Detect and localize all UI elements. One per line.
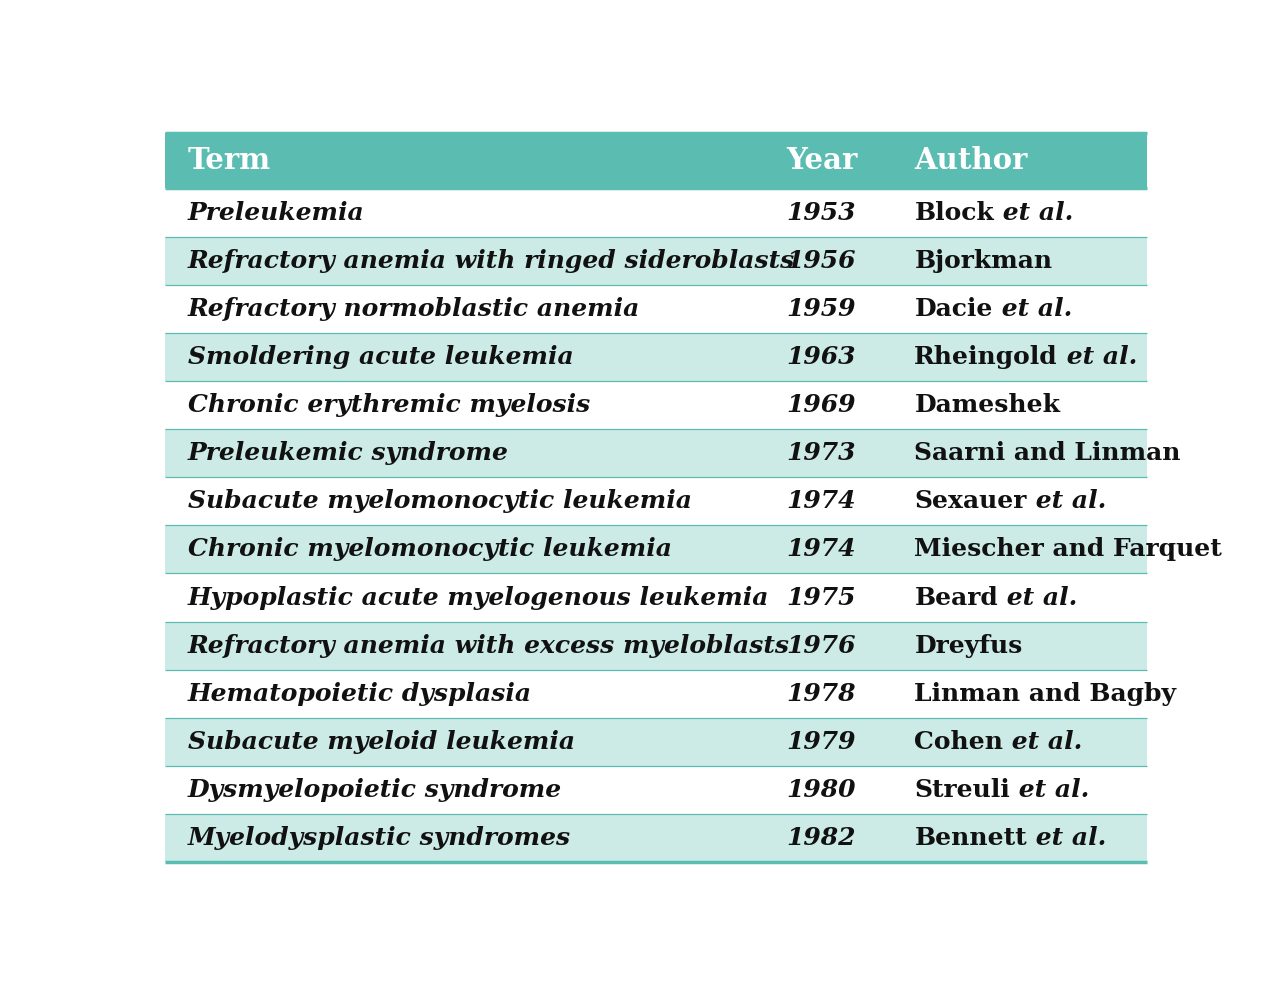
- Text: 1973: 1973: [787, 442, 856, 465]
- Bar: [165, 525, 1147, 574]
- Bar: [165, 669, 1147, 718]
- Bar: [165, 133, 1147, 188]
- Text: Dacie: Dacie: [914, 296, 993, 321]
- Text: Streuli: Streuli: [914, 778, 1010, 802]
- Text: Author: Author: [914, 146, 1028, 175]
- Text: Bennett: Bennett: [914, 827, 1027, 850]
- Text: Bennett: Bennett: [914, 827, 1027, 850]
- Text: Smoldering acute leukemia: Smoldering acute leukemia: [188, 345, 573, 369]
- Text: 1979: 1979: [787, 730, 856, 754]
- Text: Subacute myeloid leukemia: Subacute myeloid leukemia: [188, 730, 575, 754]
- Text: 1956: 1956: [787, 249, 856, 273]
- Text: 1980: 1980: [787, 778, 856, 802]
- Text: 1969: 1969: [787, 393, 856, 417]
- Text: Beard: Beard: [914, 586, 998, 610]
- Text: Dameshek: Dameshek: [914, 393, 1060, 417]
- Bar: [165, 333, 1147, 381]
- Text: 1963: 1963: [787, 345, 856, 369]
- Bar: [165, 766, 1147, 814]
- Bar: [165, 381, 1147, 429]
- Text: Linman and Bagby: Linman and Bagby: [914, 681, 1176, 706]
- Text: et al.: et al.: [993, 296, 1073, 321]
- Bar: [165, 284, 1147, 333]
- Text: et al.: et al.: [1027, 489, 1106, 513]
- Text: Term: Term: [188, 146, 271, 175]
- Bar: [165, 814, 1147, 862]
- Bar: [165, 622, 1147, 669]
- Bar: [165, 429, 1147, 477]
- Text: Rheingold: Rheingold: [914, 345, 1059, 369]
- Text: 1982: 1982: [787, 827, 856, 850]
- Text: 1978: 1978: [787, 681, 856, 706]
- Bar: [165, 574, 1147, 622]
- Text: 1959: 1959: [787, 296, 856, 321]
- Text: Bjorkman: Bjorkman: [914, 249, 1052, 273]
- Text: et al.: et al.: [1010, 778, 1089, 802]
- Text: Refractory anemia with excess myeloblasts: Refractory anemia with excess myeloblast…: [188, 634, 790, 657]
- Text: Chronic erythremic myelosis: Chronic erythremic myelosis: [188, 393, 590, 417]
- Text: 1975: 1975: [787, 586, 856, 610]
- Text: Refractory normoblastic anemia: Refractory normoblastic anemia: [188, 296, 640, 321]
- Text: Hematopoietic dysplasia: Hematopoietic dysplasia: [188, 681, 531, 706]
- Text: Dacie: Dacie: [914, 296, 993, 321]
- Bar: [165, 718, 1147, 766]
- Text: Hypoplastic acute myelogenous leukemia: Hypoplastic acute myelogenous leukemia: [188, 586, 769, 610]
- Text: et al.: et al.: [998, 586, 1078, 610]
- Text: 1974: 1974: [787, 489, 856, 513]
- Text: Beard: Beard: [914, 586, 998, 610]
- Text: 1976: 1976: [787, 634, 856, 657]
- Text: Miescher and Farquet: Miescher and Farquet: [914, 537, 1222, 561]
- Bar: [165, 477, 1147, 525]
- Text: et al.: et al.: [1059, 345, 1138, 369]
- Text: Preleukemic syndrome: Preleukemic syndrome: [188, 442, 508, 465]
- Text: Dreyfus: Dreyfus: [914, 634, 1023, 657]
- Text: et al.: et al.: [1004, 730, 1083, 754]
- Text: Chronic myelomonocytic leukemia: Chronic myelomonocytic leukemia: [188, 537, 672, 561]
- Text: Dysmyelopoietic syndrome: Dysmyelopoietic syndrome: [188, 778, 562, 802]
- Text: Refractory anemia with ringed sideroblasts: Refractory anemia with ringed sideroblas…: [188, 249, 795, 273]
- Bar: [165, 237, 1147, 284]
- Text: Block: Block: [914, 201, 995, 225]
- Text: Block: Block: [914, 201, 995, 225]
- Text: Saarni and Linman: Saarni and Linman: [914, 442, 1181, 465]
- Bar: [165, 188, 1147, 237]
- Text: Preleukemia: Preleukemia: [188, 201, 365, 225]
- Text: Cohen: Cohen: [914, 730, 1004, 754]
- Text: 1953: 1953: [787, 201, 856, 225]
- Text: Year: Year: [787, 146, 858, 175]
- Text: Streuli: Streuli: [914, 778, 1010, 802]
- Text: 1974: 1974: [787, 537, 856, 561]
- Text: et al.: et al.: [1027, 827, 1106, 850]
- Text: et al.: et al.: [995, 201, 1074, 225]
- Text: Sexauer: Sexauer: [914, 489, 1027, 513]
- Text: Rheingold: Rheingold: [914, 345, 1059, 369]
- Text: Subacute myelomonocytic leukemia: Subacute myelomonocytic leukemia: [188, 489, 691, 513]
- Text: Sexauer: Sexauer: [914, 489, 1027, 513]
- Text: Cohen: Cohen: [914, 730, 1004, 754]
- Text: Myelodysplastic syndromes: Myelodysplastic syndromes: [188, 827, 571, 850]
